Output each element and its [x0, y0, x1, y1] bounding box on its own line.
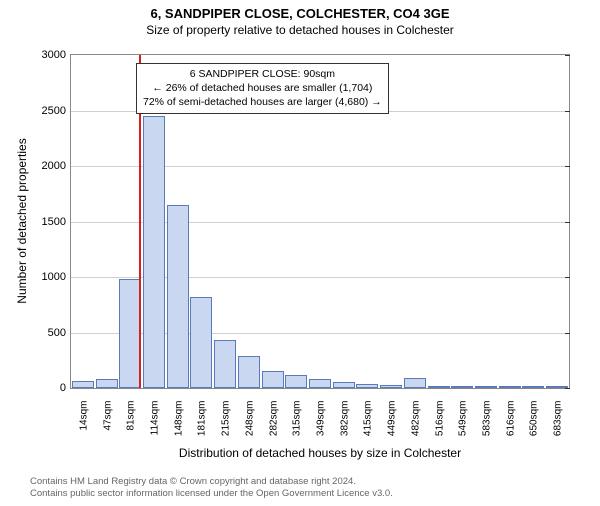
annotation-line-1: 6 SANDPIPER CLOSE: 90sqm — [143, 67, 382, 81]
bar — [380, 385, 402, 388]
bar — [72, 381, 94, 388]
bar — [356, 384, 378, 388]
bar — [96, 379, 118, 388]
bar — [238, 356, 260, 388]
bar — [262, 371, 284, 388]
footer-line-1: Contains HM Land Registry data © Crown c… — [30, 476, 393, 488]
x-tick-label: 14sqm — [78, 401, 89, 451]
chart-area: Number of detached properties 6 SANDPIPE… — [70, 54, 570, 424]
x-tick-label: 616sqm — [505, 401, 516, 451]
x-tick-label: 415sqm — [363, 401, 374, 451]
x-tick-label: 583sqm — [482, 401, 493, 451]
bar — [522, 386, 544, 388]
annotation-line-2: ← 26% of detached houses are smaller (1,… — [143, 81, 382, 95]
bar — [167, 205, 189, 388]
y-tick-mark — [565, 222, 570, 223]
bar — [428, 386, 450, 388]
annotation-box: 6 SANDPIPER CLOSE: 90sqm ← 26% of detach… — [136, 63, 389, 114]
x-tick-label: 81sqm — [126, 401, 137, 451]
x-tick-label: 248sqm — [244, 401, 255, 451]
y-tick-label: 1500 — [16, 216, 66, 228]
x-tick-label: 683sqm — [553, 401, 564, 451]
y-tick-mark — [565, 277, 570, 278]
y-tick-mark — [565, 166, 570, 167]
x-tick-label: 215sqm — [221, 401, 232, 451]
x-tick-label: 181sqm — [197, 401, 208, 451]
annotation-line-3: 72% of semi-detached houses are larger (… — [143, 95, 382, 109]
bar — [214, 340, 236, 388]
footer-line-2: Contains public sector information licen… — [30, 488, 393, 500]
bar — [404, 378, 426, 388]
bar — [285, 375, 307, 388]
x-tick-label: 482sqm — [410, 401, 421, 451]
chart-title: 6, SANDPIPER CLOSE, COLCHESTER, CO4 3GE — [0, 6, 600, 21]
x-tick-label: 349sqm — [316, 401, 327, 451]
bar — [546, 386, 568, 388]
bar — [475, 386, 497, 388]
y-tick-mark — [565, 111, 570, 112]
x-tick-label: 47sqm — [102, 401, 113, 451]
x-tick-label: 650sqm — [529, 401, 540, 451]
plot-area: 6 SANDPIPER CLOSE: 90sqm ← 26% of detach… — [70, 54, 570, 389]
chart-subtitle: Size of property relative to detached ho… — [0, 23, 600, 37]
bar — [190, 297, 212, 388]
footer-text: Contains HM Land Registry data © Crown c… — [30, 476, 393, 500]
y-tick-label: 2000 — [16, 160, 66, 172]
y-tick-mark — [565, 388, 570, 389]
y-tick-label: 2500 — [16, 105, 66, 117]
x-tick-label: 148sqm — [173, 401, 184, 451]
y-tick-mark — [565, 333, 570, 334]
y-tick-mark — [565, 55, 570, 56]
bar — [451, 386, 473, 388]
x-tick-label: 282sqm — [268, 401, 279, 451]
x-tick-label: 315sqm — [292, 401, 303, 451]
y-tick-label: 1000 — [16, 271, 66, 283]
x-tick-label: 449sqm — [387, 401, 398, 451]
x-tick-label: 114sqm — [150, 401, 161, 451]
y-tick-label: 500 — [16, 327, 66, 339]
x-tick-label: 382sqm — [339, 401, 350, 451]
bar — [143, 116, 165, 388]
x-tick-label: 549sqm — [458, 401, 469, 451]
x-tick-label: 516sqm — [434, 401, 445, 451]
y-tick-label: 0 — [16, 382, 66, 394]
bar — [309, 379, 331, 388]
bar — [333, 382, 355, 388]
bar — [499, 386, 521, 388]
y-tick-label: 3000 — [16, 49, 66, 61]
